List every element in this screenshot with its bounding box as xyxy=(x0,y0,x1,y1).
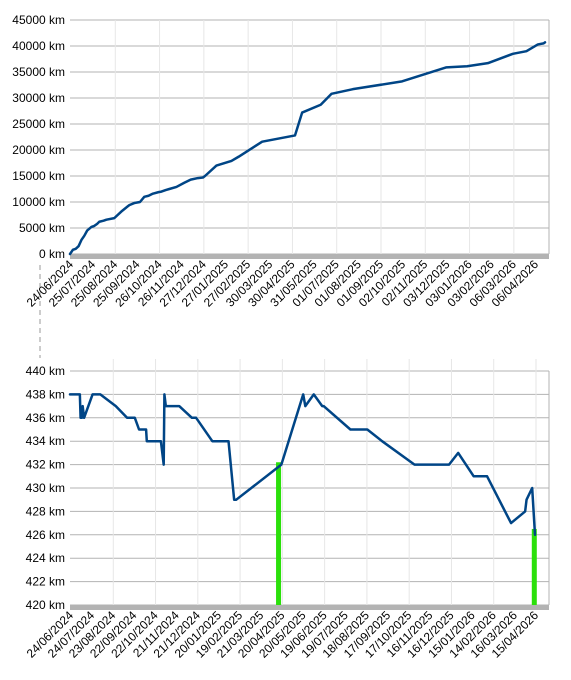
y-tick-label: 20000 km xyxy=(12,143,65,157)
y-tick-label: 30000 km xyxy=(12,91,65,105)
chart2-series xyxy=(68,393,537,537)
daily-distance-chart: 420 km 422 km 424 km 426 km 428 km 430 km 432 … xyxy=(24,359,550,661)
chart1-series xyxy=(68,41,547,256)
y-tick-label: 422 km xyxy=(26,575,65,589)
y-tick-label: 426 km xyxy=(26,528,65,542)
y-tick-label: 10000 km xyxy=(12,195,65,209)
highlight-bar xyxy=(531,528,537,605)
x-axis-band xyxy=(70,254,549,259)
y-tick-label: 438 km xyxy=(26,387,65,401)
chart1-y-axis-labels: 0 km 5000 km 10000 km 15000 km 20000 km 25000… xyxy=(12,13,65,261)
y-tick-label: 0 km xyxy=(39,247,65,261)
series-line xyxy=(68,393,537,537)
y-tick-label: 434 km xyxy=(26,434,65,448)
chart2-y-axis-labels: 420 km 422 km 424 km 426 km 428 km 430 km 432 … xyxy=(26,364,65,612)
x-axis-band xyxy=(70,605,549,610)
y-tick-label: 430 km xyxy=(26,481,65,495)
chart2-highlight-bars xyxy=(276,462,537,605)
y-tick-label: 440 km xyxy=(26,364,65,378)
distance-chart: 0 km 5000 km 10000 km 15000 km 20000 km 25000… xyxy=(12,13,550,358)
highlight-bar xyxy=(276,462,282,605)
y-tick-label: 25000 km xyxy=(12,117,65,131)
chart2-x-axis-labels: 24/06/202424/07/202423/08/202422/09/2024… xyxy=(24,608,542,661)
chart1-gridlines xyxy=(39,19,550,358)
y-tick-label: 35000 km xyxy=(12,65,65,79)
y-tick-label: 15000 km xyxy=(12,169,65,183)
chart1-x-axis-labels: 24/06/202425/07/202425/08/202425/09/2024… xyxy=(24,257,542,310)
y-tick-label: 40000 km xyxy=(12,39,65,53)
y-tick-label: 420 km xyxy=(26,598,65,612)
y-tick-label: 45000 km xyxy=(12,13,65,27)
chart2-gridlines xyxy=(70,359,550,610)
y-tick-label: 424 km xyxy=(26,551,65,565)
y-tick-label: 436 km xyxy=(26,411,65,425)
y-tick-label: 5000 km xyxy=(19,221,65,235)
y-tick-label: 428 km xyxy=(26,504,65,518)
y-tick-label: 432 km xyxy=(26,458,65,472)
series-line xyxy=(68,41,547,256)
